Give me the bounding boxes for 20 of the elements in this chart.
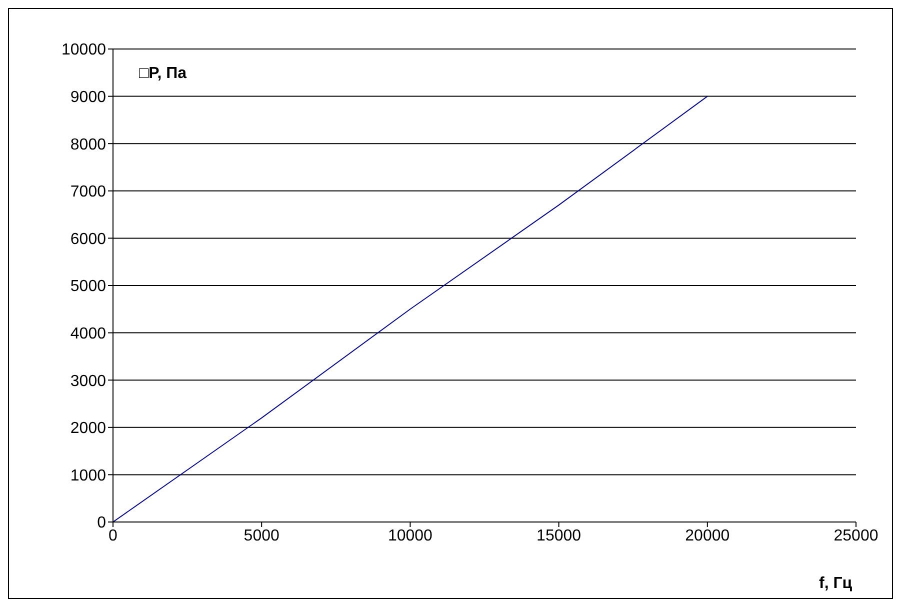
y-tick-label: 7000 — [70, 184, 106, 201]
y-tick-label: 8000 — [70, 136, 106, 154]
y-tick-label: 10000 — [62, 42, 106, 59]
y-tick-label: 4000 — [70, 325, 106, 342]
y-tick-label: 6000 — [70, 230, 106, 248]
line-series — [113, 96, 708, 522]
y-tick-label: 3000 — [70, 372, 106, 390]
y-tick-label: 9000 — [70, 88, 106, 106]
x-tick-label: 25000 — [834, 527, 878, 544]
y-tick-label: 1000 — [70, 467, 106, 484]
x-tick-label: 15000 — [536, 527, 582, 544]
x-tick-label: 20000 — [685, 527, 730, 544]
x-tick-label: 0 — [108, 527, 118, 544]
y-tick-label: 5000 — [70, 278, 106, 296]
y-tick-label: 2000 — [70, 420, 106, 438]
x-tick-label: 5000 — [244, 527, 280, 544]
x-axis-title: f, Гц — [819, 575, 852, 593]
y-axis-title: □P, Па — [139, 65, 187, 83]
y-tick-label: 0 — [97, 514, 106, 532]
x-tick-label: 10000 — [388, 527, 433, 544]
